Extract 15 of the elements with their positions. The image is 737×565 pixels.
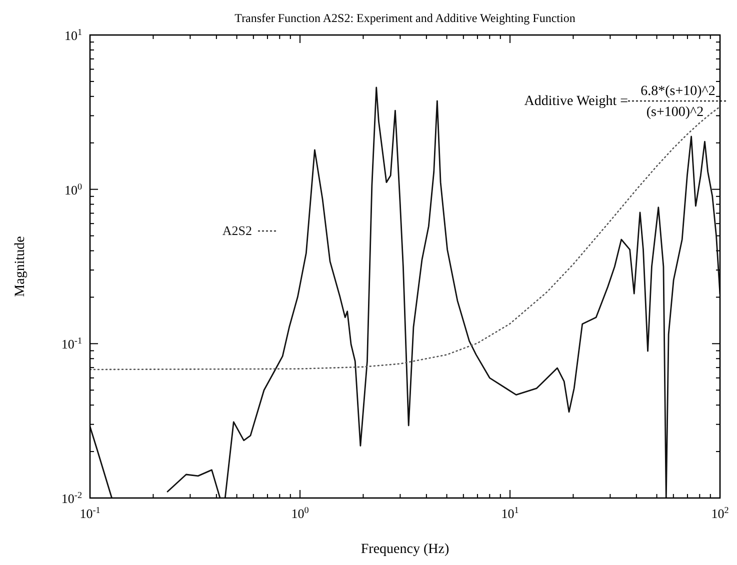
- legend-label: A2S2: [222, 223, 252, 238]
- x-tick-label: 10$^{2}$: [711, 505, 730, 521]
- y-tick-label: 10$^{-1}$: [61, 336, 82, 352]
- x-tick-label: 10$^{1}$: [501, 505, 519, 521]
- x-tick-label: 10$^{0}$: [291, 505, 310, 521]
- annotation: (s+100)^2: [646, 105, 704, 120]
- x-axis-title: Frequency (Hz): [360, 542, 450, 557]
- x-tick-label: 10$^{-1}$: [80, 505, 100, 521]
- y-tick-label: 10$^{1}$: [64, 27, 82, 43]
- y-axis-title: Magnitude: [13, 236, 28, 297]
- annotation: Additive Weight =: [524, 94, 628, 109]
- chart-title: Transfer Function A2S2: Experiment and Additive Weighting Function: [234, 11, 576, 25]
- y-tick-label: 10$^{0}$: [64, 181, 82, 198]
- y-tick-label: 10$^{-2}$: [61, 490, 82, 506]
- annotation: 6.8*(s+10)^2: [640, 84, 716, 99]
